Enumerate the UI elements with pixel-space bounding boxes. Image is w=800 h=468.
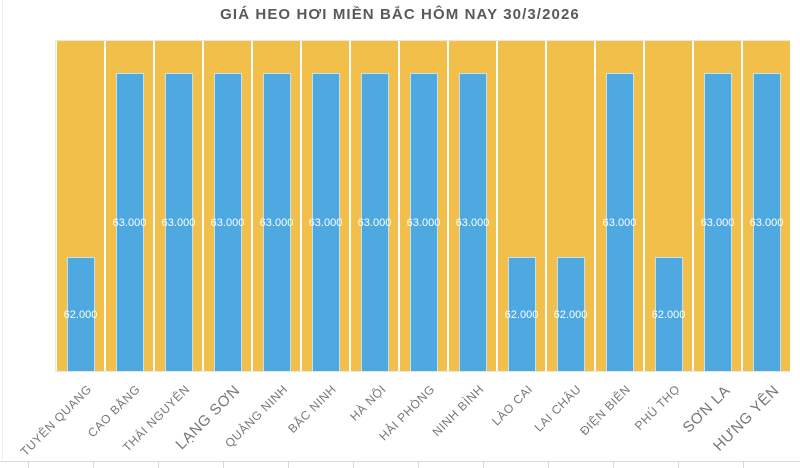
value-bar-label: 63.000 — [700, 216, 735, 229]
value-bar-label: 62.000 — [63, 308, 98, 321]
category-column: 63.000 — [106, 41, 153, 371]
worksheet-column-border-tick — [743, 461, 744, 468]
value-bar-label: 63.000 — [210, 216, 245, 229]
plot-area: 62.000 63.000 63.000 63.000 63.000 63.000 63.0… — [55, 40, 790, 372]
value-bar: 62.000 — [505, 257, 538, 371]
value-bar: 63.000 — [750, 73, 783, 371]
x-axis-label: LAI CHÂU — [531, 382, 585, 435]
value-bar: 63.000 — [358, 73, 391, 371]
category-column: 63.000 — [351, 41, 398, 371]
worksheet-column-border-tick — [223, 461, 224, 468]
value-bar-label: 63.000 — [161, 216, 196, 229]
worksheet-column-border-tick — [418, 461, 419, 468]
category-column: 63.000 — [155, 41, 202, 371]
value-bar-label: 63.000 — [357, 216, 392, 229]
worksheet-column-border-tick — [288, 461, 289, 468]
category-column: 62.000 — [547, 41, 594, 371]
value-bar-label: 63.000 — [455, 216, 490, 229]
worksheet-column-border-tick — [158, 461, 159, 468]
worksheet-column-border-tick — [548, 461, 549, 468]
value-bar: 62.000 — [652, 257, 685, 371]
value-bar-label: 63.000 — [406, 216, 441, 229]
value-bar: 63.000 — [113, 73, 146, 371]
worksheet-column-border-tick — [613, 461, 614, 468]
value-bar: 63.000 — [211, 73, 244, 371]
value-bar-label: 62.000 — [651, 308, 686, 321]
x-axis-label: ĐIỆN BIÊN — [577, 382, 634, 439]
category-column: 63.000 — [694, 41, 741, 371]
value-bar: 63.000 — [701, 73, 734, 371]
worksheet-column-border-tick — [678, 461, 679, 468]
value-bar-label: 63.000 — [308, 216, 343, 229]
value-bar-label: 62.000 — [553, 308, 588, 321]
category-column: 63.000 — [449, 41, 496, 371]
value-bar: 63.000 — [456, 73, 489, 371]
value-bar: 63.000 — [407, 73, 440, 371]
worksheet-column-border-tick — [353, 461, 354, 468]
category-column: 63.000 — [596, 41, 643, 371]
value-bar-label: 63.000 — [602, 216, 637, 229]
value-bar-label: 62.000 — [504, 308, 539, 321]
value-bar: 63.000 — [260, 73, 293, 371]
x-axis-label: NINH BÌNH — [429, 382, 487, 440]
x-axis-label: TUYÊN QUANG — [17, 382, 95, 459]
value-bar: 63.000 — [309, 73, 342, 371]
worksheet-column-border-tick — [483, 461, 484, 468]
value-bar-label: 63.000 — [259, 216, 294, 229]
value-bar-label: 63.000 — [749, 216, 784, 229]
worksheet-gridline-left — [2, 0, 3, 461]
category-column: 63.000 — [743, 41, 790, 371]
value-bar: 62.000 — [64, 257, 97, 371]
x-axis-label: PHÚ THỌ — [631, 382, 683, 433]
value-bar: 63.000 — [162, 73, 195, 371]
category-column: 63.000 — [400, 41, 447, 371]
worksheet-gridline-row — [0, 461, 800, 462]
worksheet-column-border-tick — [93, 461, 94, 468]
chart-title: GIÁ HEO HƠI MIỀN BẮC HÔM NAY 30/3/2026 — [220, 6, 580, 23]
value-bar: 62.000 — [554, 257, 587, 371]
x-axis-label: LÀO CAI — [489, 382, 536, 429]
x-axis-label: HÀ NỘI — [346, 382, 389, 424]
category-column: 62.000 — [645, 41, 692, 371]
value-bar: 63.000 — [603, 73, 636, 371]
worksheet-column-border-tick — [28, 461, 29, 468]
value-bar-label: 63.000 — [112, 216, 147, 229]
category-column: 63.000 — [253, 41, 300, 371]
category-column: 63.000 — [302, 41, 349, 371]
category-column: 62.000 — [498, 41, 545, 371]
category-column: 62.000 — [57, 41, 104, 371]
category-column: 63.000 — [204, 41, 251, 371]
x-axis-label: BẮC NINH — [285, 382, 340, 436]
